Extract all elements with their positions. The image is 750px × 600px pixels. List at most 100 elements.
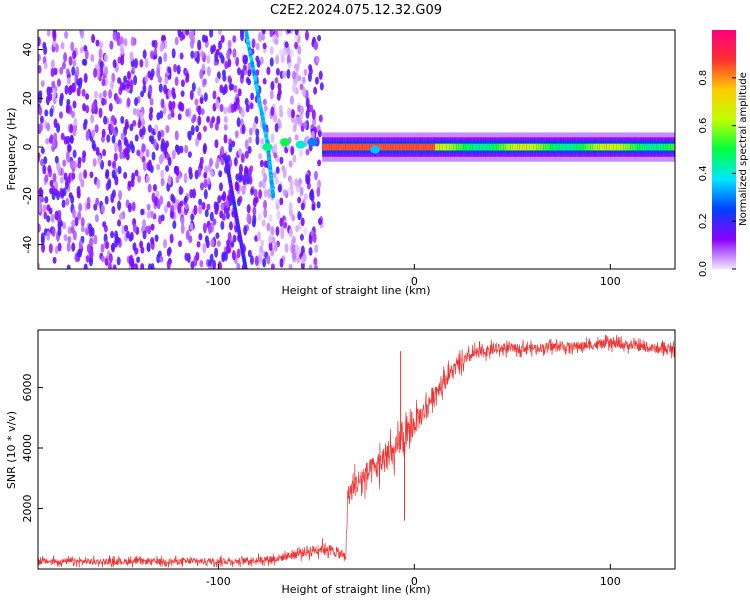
spectrogram-cell	[268, 214, 273, 223]
spectrogram-cell	[45, 137, 50, 145]
spectrogram-cell	[149, 97, 154, 106]
spectrogram-cell	[308, 264, 313, 269]
spectrogram-cell	[64, 30, 69, 39]
spectrogram-cell	[165, 165, 170, 172]
carrier-band-segment	[606, 143, 610, 151]
carrier-band-segment	[338, 143, 342, 151]
spectrogram-cell	[110, 242, 115, 253]
spectrogram-cell	[219, 103, 224, 112]
carrier-band-segment	[639, 143, 643, 151]
carrier-band-segment	[559, 143, 563, 151]
spectrogram-cell	[228, 221, 233, 231]
spectrogram-cell	[151, 39, 156, 48]
spectrogram-cell	[252, 206, 257, 216]
spectrogram-cell	[155, 190, 160, 198]
spectrogram-cell	[190, 260, 195, 269]
spectrogram-cell	[112, 160, 117, 169]
x-tick-label: 100	[600, 275, 621, 288]
spectrogram-cell	[43, 45, 48, 56]
spectrogram-cell	[90, 114, 95, 124]
spectrogram-cell	[117, 77, 122, 84]
spectrogram-cell	[313, 86, 318, 95]
spectrogram-cell	[103, 224, 108, 233]
spectrogram-cell	[228, 143, 233, 153]
spectrogram-cell	[173, 63, 178, 73]
carrier-band-segment	[489, 143, 492, 151]
carrier-band-segment	[343, 143, 346, 151]
spectrogram-cell	[46, 122, 51, 132]
spectrogram-cell	[144, 74, 149, 83]
spectrogram-cell	[263, 207, 268, 218]
spectrogram-cell	[85, 105, 90, 114]
spectrogram-cell	[83, 73, 88, 83]
spectrogram-cell	[270, 106, 275, 117]
carrier-band-segment	[357, 143, 361, 151]
spectrogram-cell	[180, 215, 185, 226]
spectrogram-cell	[258, 181, 263, 188]
spectrogram-cell	[62, 187, 67, 197]
spectrogram-cell	[235, 97, 240, 105]
spectrogram-cell	[164, 76, 169, 85]
carrier-band-segment	[616, 143, 619, 151]
spectrogram-cell	[176, 145, 181, 156]
spectrogram-cell	[38, 36, 41, 47]
spectrogram-cell	[268, 234, 273, 244]
carrier-band-segment	[517, 143, 521, 151]
spectrogram-cell	[166, 260, 171, 269]
spectrogram-cell	[211, 116, 216, 123]
spectrogram-cell	[197, 105, 202, 116]
spectrogram-cell	[292, 70, 297, 80]
spectrogram-cell	[235, 56, 240, 67]
spectrogram-cell	[230, 240, 235, 248]
spectrogram-cell	[240, 69, 245, 79]
carrier-band-segment	[512, 143, 516, 151]
spectrogram-cell	[60, 132, 65, 141]
carrier-band-segment	[388, 143, 391, 151]
spectrogram-cell	[223, 84, 228, 94]
spectrogram-cell	[66, 153, 71, 164]
carrier-band-segment	[486, 143, 490, 151]
spectrogram-cell	[95, 197, 100, 206]
spectrogram-cell	[54, 210, 59, 221]
spectrogram-cell	[137, 175, 142, 183]
spectrogram-cell	[258, 152, 263, 160]
spectrogram-cell	[150, 223, 155, 231]
spectrogram-cell	[241, 124, 246, 135]
spectrogram-cell	[39, 189, 44, 196]
carrier-band-segment	[630, 143, 633, 151]
spectrogram-cell	[70, 41, 75, 52]
spectrogram-cell	[272, 171, 277, 179]
spectrogram-cell	[279, 110, 284, 118]
spectrogram-cell	[251, 38, 256, 49]
spectrogram-cell	[171, 149, 176, 160]
y-tick-label: 20	[21, 91, 34, 105]
spectrogram-cell	[279, 217, 284, 227]
spectrogram-cell	[167, 89, 172, 98]
spectrogram-cell	[68, 56, 73, 66]
spectrogram-cell	[112, 264, 117, 269]
spectrogram-cell	[261, 30, 266, 35]
spectrogram-cell	[111, 169, 116, 179]
carrier-band-segment	[562, 143, 565, 151]
spectrogram-cell	[289, 179, 294, 190]
spectrogram-cell	[120, 132, 125, 141]
figure-title: C2E2.2024.075.12.32.G09	[270, 3, 442, 18]
spectrogram-cell	[290, 145, 295, 156]
carrier-band-segment	[331, 143, 335, 151]
spectrogram-cell	[126, 97, 131, 107]
colorbar-gradient	[712, 30, 736, 269]
spectrogram-cell	[109, 80, 114, 90]
spectrogram-cell	[204, 209, 209, 218]
carrier-band-segment	[522, 143, 525, 151]
spectrogram-cell	[231, 140, 236, 148]
spectrogram-cell	[82, 150, 87, 159]
spectrogram-cell	[305, 110, 310, 119]
spectrogram-cell	[44, 196, 49, 204]
carrier-band-segment	[484, 143, 488, 151]
spectrogram-cell	[84, 49, 89, 60]
spectrogram-cell	[180, 90, 185, 97]
spectrogram-cell	[41, 242, 46, 253]
spectrogram-cell	[78, 239, 83, 250]
spectrogram-cell	[236, 262, 241, 269]
spectrogram-cell	[43, 211, 48, 220]
